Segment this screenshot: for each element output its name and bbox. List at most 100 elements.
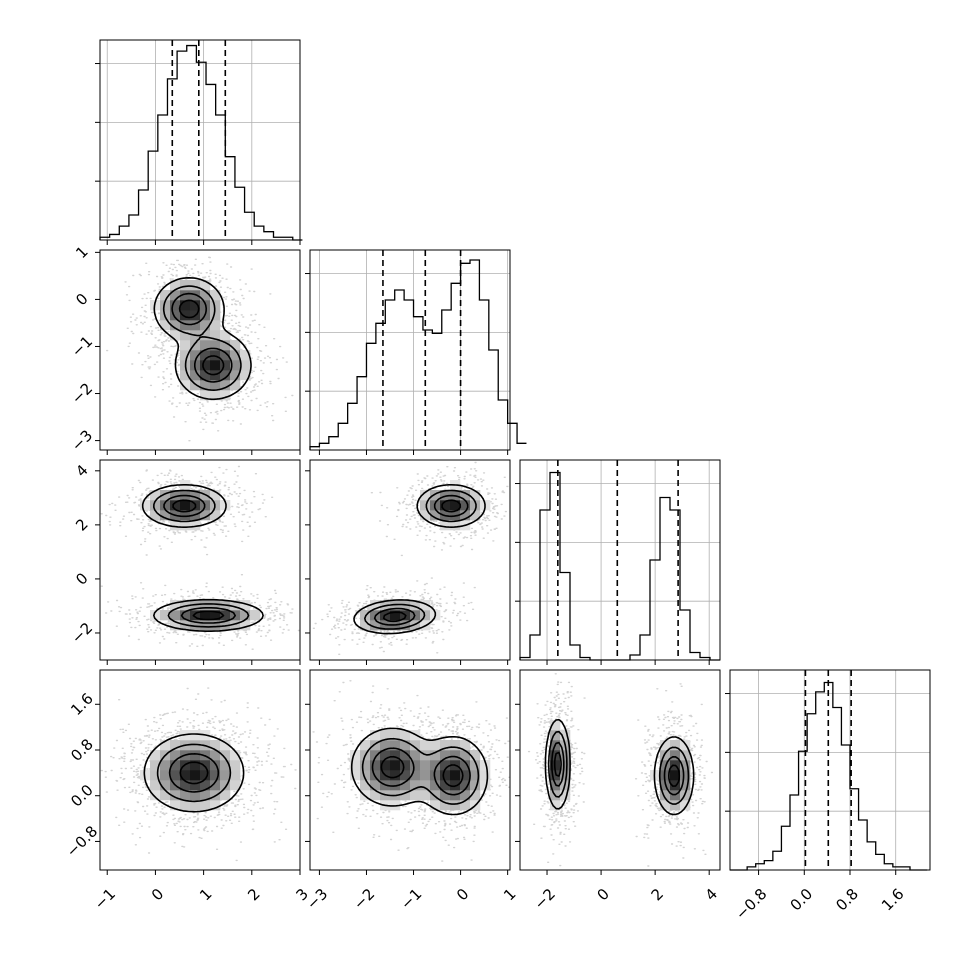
x-tick-label: 0.0: [787, 885, 817, 915]
density-cell: [200, 280, 211, 291]
x-tick-label: 4: [702, 885, 721, 904]
density-cell: [210, 800, 221, 811]
density-cell: [210, 620, 221, 631]
density-cell: [240, 350, 251, 361]
density-cell: [190, 790, 201, 801]
contour-level-3: [168, 753, 220, 793]
y-tick-label: 0.0: [67, 781, 97, 811]
density-cell: [230, 600, 241, 611]
density-cell: [220, 780, 231, 791]
density-cell: [470, 490, 481, 501]
density-cell: [190, 620, 201, 631]
density-cell: [200, 760, 211, 771]
density-cell: [420, 760, 431, 771]
density-cell: [400, 770, 411, 781]
x-tick-label: −1: [397, 885, 425, 913]
density-cell: [160, 500, 171, 511]
density-cell: [400, 760, 411, 771]
density-cell: [200, 320, 211, 331]
density-cell: [470, 510, 481, 521]
density-cell: [180, 610, 191, 621]
density-cell: [440, 770, 451, 781]
density-cell: [230, 350, 241, 361]
density-cell: [190, 350, 201, 361]
density-cell: [170, 620, 181, 631]
density-cell: [200, 620, 211, 631]
hist-param-3-frame: [519, 459, 721, 661]
contour-level-2: [364, 489, 477, 630]
contour-level-2: [162, 285, 242, 391]
density-cell: [180, 370, 191, 381]
density-cell: [460, 510, 471, 521]
x-tick-label: −3: [303, 885, 331, 913]
density-cell: [350, 770, 361, 781]
density-cell: [150, 610, 161, 621]
density-cell: [450, 520, 461, 531]
density-cell: [420, 600, 431, 611]
density-cell: [230, 750, 241, 761]
density-cell: [380, 730, 391, 741]
contour-level-1: [141, 484, 264, 632]
x-tick-label: 1: [500, 885, 519, 904]
density-panel-p2-p4-frame: [309, 669, 511, 871]
hist-param-4-frame: [729, 669, 931, 871]
density-panel-p3-p4-frame: [519, 669, 721, 871]
x-tick-label: 0: [453, 885, 472, 904]
density-cell: [240, 600, 251, 611]
density-cell: [170, 760, 181, 771]
density-cell: [210, 740, 221, 751]
density-cell: [170, 520, 181, 531]
density-cell: [470, 780, 481, 791]
density-cell: [220, 370, 231, 381]
density-cell: [410, 770, 421, 781]
density-cell: [220, 330, 231, 341]
density-cell: [660, 760, 671, 771]
contour-level-4: [380, 755, 464, 788]
density-cell: [450, 780, 461, 791]
density-cell: [180, 310, 191, 321]
density-cell: [440, 790, 451, 801]
density-cell: [150, 780, 161, 791]
density-cell: [190, 370, 201, 381]
density-cell: [480, 760, 491, 771]
density-cell: [220, 350, 231, 361]
density-cell: [200, 510, 211, 521]
density-cell: [410, 760, 421, 771]
y-tick-label: 0: [72, 290, 91, 309]
density-cell: [400, 620, 411, 631]
density-panel-p1-p4-frame: [99, 669, 301, 871]
density-cell: [230, 370, 241, 381]
contour-level-4: [553, 751, 681, 787]
density-cell: [380, 740, 391, 751]
density-cell: [180, 780, 191, 791]
contour-level-1: [350, 727, 489, 816]
contour-level-4: [179, 761, 209, 785]
density-cell: [220, 340, 231, 351]
density-cell: [440, 800, 451, 811]
density-cell: [230, 360, 241, 371]
density-cell: [460, 790, 471, 801]
density-cell: [560, 770, 571, 781]
x-tick-label: 1.6: [878, 885, 908, 915]
density-cell: [370, 620, 381, 631]
density-cell: [150, 510, 161, 521]
x-tick-label: 1: [196, 885, 215, 904]
density-cell: [440, 760, 451, 771]
contour-level-1: [153, 277, 252, 401]
density-cell: [160, 490, 171, 501]
density-cell: [430, 800, 441, 811]
y-tick-label: 4: [72, 461, 91, 480]
x-tick-label: −0.8: [732, 885, 770, 923]
density-cell: [180, 320, 191, 331]
density-cell: [230, 770, 241, 781]
hist-param-1-frame: [99, 39, 301, 241]
density-cell: [390, 750, 401, 761]
density-cell: [420, 510, 431, 521]
density-cell: [170, 750, 181, 761]
density-cell: [170, 330, 181, 341]
hist-param-3-steps: [519, 471, 720, 661]
density-cell: [170, 790, 181, 801]
density-cell: [440, 740, 451, 751]
density-cell: [200, 350, 211, 361]
